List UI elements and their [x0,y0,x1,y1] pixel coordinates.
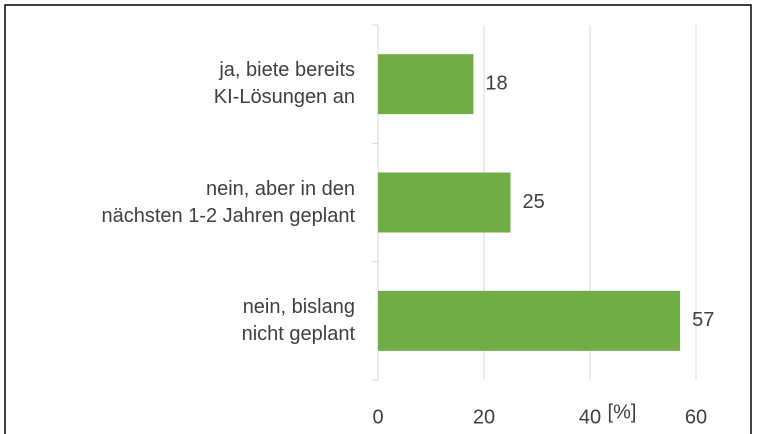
value-label: 57 [692,309,714,331]
category-label: nein, aber in den nächsten 1-2 Jahren ge… [101,177,355,227]
x-tick-label: 40 [579,406,601,428]
bar [378,290,681,351]
x-tick-label: 20 [473,406,495,428]
frame [4,4,752,434]
category-label: ja, biete bereits KI-Lösungen an [213,59,355,109]
bar [378,54,474,115]
value-label: 25 [523,191,545,213]
bar [378,172,511,233]
x-axis-label: [%] [608,401,637,423]
x-tick-label: 60 [685,406,707,428]
x-tick-label: 0 [372,406,383,428]
value-label: 18 [485,72,507,94]
category-label: nein, bislang nicht geplant [241,295,355,345]
